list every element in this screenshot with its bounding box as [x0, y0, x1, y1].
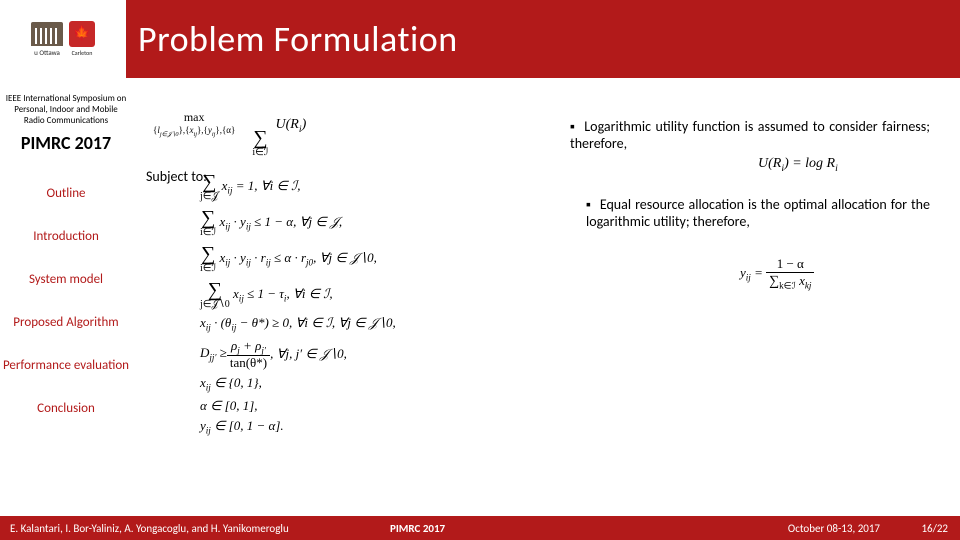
sidebar: IEEE International Symposium on Personal… [0, 78, 132, 516]
footer-date: October 08-13, 2017 [788, 522, 880, 535]
logo-box: u Ottawa Carleton [0, 0, 126, 78]
constraint-2: ∑i∈ℐ xij · yij ≤ 1 − α, ∀j ∈ 𝒥, [200, 208, 396, 238]
leaf-icon [69, 21, 95, 47]
constraint-5: xij · (θij − θ*) ≥ 0, ∀i ∈ ℐ, ∀j ∈ 𝒥∖0, [200, 316, 396, 333]
constraints-list: ∑j∈𝒥 xij = 1, ∀i ∈ ℐ, ∑i∈ℐ xij · yij ≤ 1… [200, 172, 396, 442]
footer-page: 16/22 [921, 522, 948, 535]
uottawa-label: u Ottawa [34, 48, 60, 57]
sidebar-item-conclusion: Conclusion [37, 401, 95, 416]
objective-term: U(Ri) [276, 117, 307, 132]
bullet-equal-allocation: ▪Equal resource allocation is the optima… [586, 196, 930, 230]
bullet-icon: ▪ [570, 118, 576, 135]
uottawa-logo: u Ottawa [31, 22, 63, 57]
footer: E. Kalantari, I. Bor-Yaliniz, A. Yongaco… [0, 516, 960, 540]
constraint-8: α ∈ [0, 1], [200, 399, 396, 413]
constraint-9: yij ∈ [0, 1 − α]. [200, 419, 396, 436]
bullet-log-utility: ▪Logarithmic utility function is assumed… [570, 118, 930, 152]
bullet-icon: ▪ [586, 196, 592, 213]
main-content: max {lj∈𝒥∖0},{xij},{yij},{α} ∑i∈ℐ U(Ri) … [140, 90, 950, 512]
sum-icon: ∑i∈ℐ [252, 128, 268, 158]
sidebar-item-outline: Outline [46, 186, 85, 201]
slide-title: Problem Formulation [138, 17, 458, 61]
constraint-6: Djj′ ≥ ρj + ρj′tan(θ*), ∀j, j′ ∈ 𝒥∖0, [200, 339, 396, 371]
sidebar-item-introduction: Introduction [33, 229, 99, 244]
constraint-7: xij ∈ {0, 1}, [200, 376, 396, 393]
carleton-label: Carleton [72, 49, 93, 57]
yij-equation: yij = 1 − α∑k∈ℐ xkj [740, 256, 814, 292]
footer-authors: E. Kalantari, I. Bor-Yaliniz, A. Yongaco… [10, 522, 289, 535]
subject-to-label: Subject to: [146, 168, 207, 185]
sidebar-item-system-model: System model [29, 272, 103, 287]
objective-function: max {lj∈𝒥∖0},{xij},{yij},{α} ∑i∈ℐ U(Ri) [150, 110, 306, 158]
carleton-logo: Carleton [69, 21, 95, 57]
objective-argvars: {lj∈𝒥∖0},{xij},{yij},{α} [150, 125, 238, 139]
constraint-3: ∑i∈ℐ xij · yij · rij ≤ α · rj0, ∀j ∈ 𝒥∖0… [200, 244, 396, 274]
slide-header: u Ottawa Carleton Problem Formulation [0, 0, 960, 78]
conference-title: PIMRC 2017 [21, 132, 111, 154]
conference-description: IEEE International Symposium on Personal… [0, 94, 132, 126]
footer-conference: PIMRC 2017 [390, 522, 445, 535]
max-label: max [150, 110, 238, 125]
sidebar-item-performance: Performance evaluation [3, 358, 129, 373]
sidebar-item-proposed-algorithm: Proposed Algorithm [13, 315, 118, 330]
constraint-4: ∑j∈𝒥∖0 xij ≤ 1 − τi, ∀i ∈ ℐ, [200, 280, 396, 310]
utility-equation: U(Ri) = log Ri [758, 156, 838, 174]
building-icon [31, 22, 63, 46]
constraint-1: ∑j∈𝒥 xij = 1, ∀i ∈ ℐ, [200, 172, 396, 202]
